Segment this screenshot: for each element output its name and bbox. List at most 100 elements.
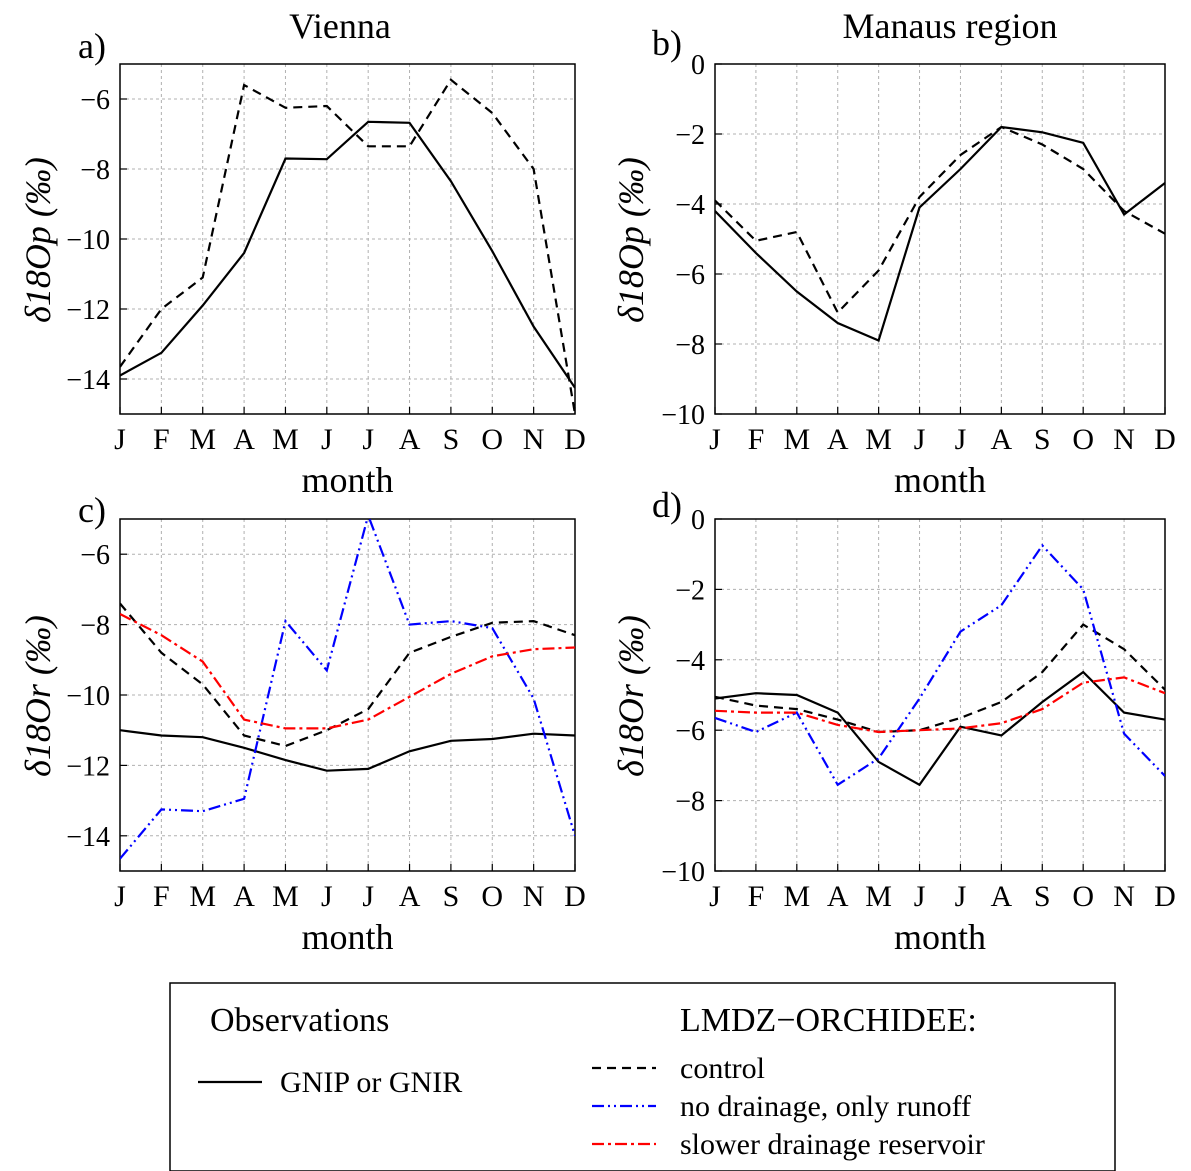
y-tick-label: 0	[691, 50, 705, 81]
panel-label: c)	[78, 490, 106, 530]
x-tick-label: M	[783, 880, 810, 913]
x-tick-label: A	[827, 423, 849, 456]
y-tick-label: −8	[675, 330, 705, 361]
x-tick-label: M	[865, 423, 892, 456]
y-axis-label: δ18Op (‰)	[18, 157, 58, 323]
legend: Observations LMDZ−ORCHIDEE: GNIP or GNIR…	[169, 982, 1116, 1171]
y-tick-label: −6	[675, 716, 705, 747]
x-tick-label: M	[189, 423, 216, 456]
x-tick-label: M	[272, 423, 299, 456]
legend-frame	[169, 982, 1116, 1171]
y-axis-label: δ18Or (‰)	[611, 615, 651, 777]
x-tick-label: N	[523, 880, 545, 913]
y-tick-label: −12	[66, 295, 110, 326]
series-line-slower-drainage-reservoir	[120, 613, 575, 730]
y-tick-label: −12	[66, 751, 110, 782]
x-axis-label: month	[301, 460, 393, 500]
x-tick-label: M	[783, 423, 810, 456]
x-tick-label: J	[914, 880, 926, 913]
series-line-control	[120, 602, 575, 748]
y-axis-label: δ18Or (‰)	[18, 615, 58, 777]
x-tick-label: F	[153, 423, 170, 456]
y-tick-label: −6	[80, 540, 110, 571]
x-axis-label: month	[894, 460, 986, 500]
x-tick-label: S	[443, 880, 460, 913]
x-tick-label: J	[114, 880, 126, 913]
y-tick-label: −10	[66, 225, 110, 256]
x-tick-label: S	[443, 423, 460, 456]
x-tick-label: J	[955, 880, 967, 913]
x-tick-label: J	[362, 423, 374, 456]
x-axis-label: month	[894, 917, 986, 957]
legend-label-no-drainage: no drainage, only runoff	[680, 1090, 971, 1123]
x-tick-label: O	[1072, 880, 1094, 913]
series-line-control	[715, 125, 1165, 315]
x-tick-label: A	[233, 423, 255, 456]
x-tick-label: A	[399, 880, 421, 913]
x-tick-label: O	[1072, 423, 1094, 456]
y-tick-label: −6	[80, 85, 110, 116]
x-tick-label: A	[233, 880, 255, 913]
series-line-slower-drainage-reservoir	[715, 676, 1165, 734]
series-line-gnip-or-gnir	[715, 125, 1165, 342]
y-axis-label: δ18Op (‰)	[611, 157, 651, 323]
legend-observations-heading: Observations	[210, 1002, 389, 1039]
x-tick-label: F	[748, 880, 765, 913]
y-tick-label: −8	[675, 787, 705, 818]
panel-label: a)	[78, 26, 106, 66]
y-tick-label: −14	[66, 822, 110, 853]
series-line-gnip-or-gnir	[120, 120, 575, 389]
x-tick-label: A	[827, 880, 849, 913]
x-tick-label: J	[114, 423, 126, 456]
x-tick-label: D	[1154, 880, 1176, 913]
legend-label-control: control	[680, 1052, 765, 1085]
x-tick-label: N	[1113, 423, 1135, 456]
x-tick-label: F	[153, 880, 170, 913]
x-tick-label: A	[991, 880, 1013, 913]
series-line-control	[120, 78, 575, 414]
panel-label: d)	[652, 485, 682, 525]
x-tick-label: M	[189, 880, 216, 913]
x-tick-label: D	[564, 880, 586, 913]
y-tick-label: −10	[661, 857, 705, 888]
legend-label-slower-drainage: slower drainage reservoir	[680, 1128, 985, 1161]
y-tick-label: −8	[80, 155, 110, 186]
y-tick-label: −4	[675, 190, 705, 221]
plot-frame	[714, 63, 1166, 415]
y-tick-label: −2	[675, 575, 705, 606]
x-tick-label: O	[481, 423, 503, 456]
x-tick-label: S	[1034, 423, 1051, 456]
x-tick-label: J	[321, 423, 333, 456]
x-tick-label: J	[709, 880, 721, 913]
x-tick-label: J	[914, 423, 926, 456]
x-tick-label: J	[709, 423, 721, 456]
x-tick-label: A	[991, 423, 1013, 456]
x-tick-label: S	[1034, 880, 1051, 913]
x-tick-label: F	[748, 423, 765, 456]
series-line-no-drainage-only-runoff	[120, 519, 575, 860]
series-line-gnip-or-gnir	[120, 729, 575, 772]
series-line-gnip-or-gnir	[715, 670, 1165, 787]
x-tick-label: N	[1113, 880, 1135, 913]
x-tick-label: M	[865, 880, 892, 913]
y-tick-label: −6	[675, 260, 705, 291]
legend-model-heading: LMDZ−ORCHIDEE:	[680, 1002, 977, 1039]
panel-title: Manaus region	[843, 6, 1058, 46]
panel-label: b)	[652, 23, 682, 63]
x-axis-label: month	[301, 917, 393, 957]
y-tick-label: −10	[66, 681, 110, 712]
series-line-no-drainage-only-runoff	[715, 543, 1165, 787]
plot-frame	[714, 518, 1166, 872]
x-tick-label: D	[1154, 423, 1176, 456]
x-tick-label: A	[399, 423, 421, 456]
y-tick-label: −8	[80, 611, 110, 642]
series-line-control	[715, 623, 1165, 734]
x-tick-label: J	[955, 423, 967, 456]
y-tick-label: 0	[691, 505, 705, 536]
y-tick-label: −14	[66, 365, 110, 396]
x-tick-label: D	[564, 423, 586, 456]
x-tick-label: O	[481, 880, 503, 913]
